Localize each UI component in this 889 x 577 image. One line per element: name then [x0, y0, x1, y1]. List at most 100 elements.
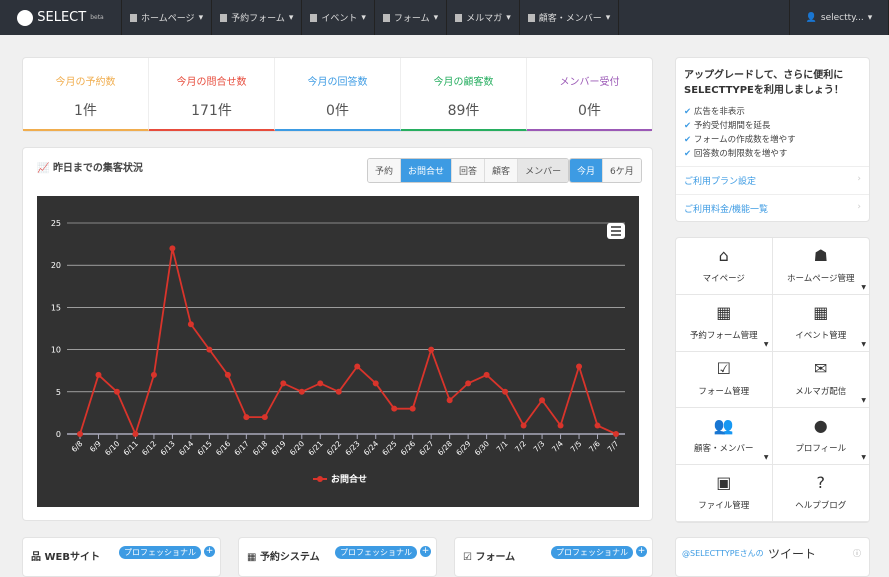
- comment-icon: [310, 13, 318, 22]
- x-tick-label: 6/17: [232, 439, 250, 457]
- add-icon[interactable]: +: [636, 546, 647, 557]
- add-icon[interactable]: +: [420, 546, 431, 557]
- upgrade-benefit: ✔ フォームの作成数を増やす: [684, 135, 796, 145]
- upgrade-benefit: ✔ 予約受付期間を延長: [684, 121, 771, 131]
- pricing-link[interactable]: ご利用料金/機能一覧 ›: [676, 194, 869, 222]
- y-tick-label: 0: [56, 430, 61, 439]
- nav-event[interactable]: イベント ▾: [302, 0, 375, 35]
- info-icon[interactable]: ⓘ: [853, 549, 861, 558]
- nav-mailmag[interactable]: メルマガ ▾: [447, 0, 520, 35]
- caret-down-icon: ▼: [763, 454, 769, 462]
- y-tick-label: 10: [51, 346, 61, 355]
- check-icon: ✔: [684, 107, 692, 117]
- menu-item[interactable]: ⌂ マイページ: [676, 238, 773, 295]
- series-line: [79, 248, 617, 437]
- type-button[interactable]: 顧客: [485, 159, 519, 182]
- data-point: [391, 405, 398, 412]
- plan-badge: プロフェッショナル: [119, 546, 201, 559]
- x-tick-label: 6/29: [454, 439, 472, 457]
- period-button[interactable]: 今月: [570, 159, 604, 182]
- data-point: [594, 422, 601, 429]
- menu-item[interactable]: ▦ 予約フォーム管理 ▼: [676, 294, 773, 352]
- data-point: [613, 431, 619, 437]
- menu-item[interactable]: ▣ ファイル管理: [676, 465, 773, 522]
- data-point: [243, 414, 250, 421]
- plan-badge: プロフェッショナル: [335, 546, 417, 559]
- menu-item[interactable]: ☑ フォーム管理: [676, 351, 773, 409]
- y-tick-label: 15: [51, 303, 61, 312]
- stat-card[interactable]: メンバー受付 0件: [527, 58, 652, 131]
- question-icon: ?: [816, 473, 826, 493]
- home-icon: ⌂: [718, 245, 729, 265]
- stat-label: 今月の回答数: [307, 77, 368, 88]
- x-tick-label: 7/2: [513, 439, 528, 454]
- check-square-icon: ☑: [463, 552, 472, 563]
- chart-panel: 📈 昨日までの集客状況 予約 お問合せ 回答 顧客 メンバー 今月 6ケ月 0 5 10 15 2…: [22, 147, 653, 521]
- tweet-title: ツイート: [768, 547, 817, 561]
- x-tick-label: 6/8: [70, 439, 85, 454]
- x-tick-label: 6/12: [140, 439, 158, 457]
- type-button[interactable]: お問合せ: [401, 159, 453, 182]
- data-point: [113, 388, 120, 395]
- plan-settings-link[interactable]: ご利用プラン設定 ›: [676, 166, 869, 194]
- x-tick-label: 6/27: [417, 439, 435, 457]
- envelope-icon: ✉: [814, 359, 828, 379]
- menu-item[interactable]: ? ヘルプブログ: [772, 465, 869, 522]
- data-point: [576, 363, 583, 370]
- data-point: [317, 380, 324, 387]
- x-tick-label: 6/9: [88, 439, 103, 454]
- data-point: [169, 245, 176, 252]
- menu-item[interactable]: ● プロフィール ▼: [772, 408, 869, 466]
- y-tick-label: 5: [56, 388, 61, 397]
- x-tick-label: 6/23: [343, 439, 361, 457]
- stat-card[interactable]: 今月の顧客数 89件: [401, 58, 527, 131]
- upgrade-panel: アップグレードして、さらに便利にSELECTTYPEを利用しましょう！ ✔ 広告…: [675, 57, 870, 222]
- data-point: [539, 397, 546, 404]
- type-button[interactable]: 回答: [452, 159, 486, 182]
- data-point: [372, 380, 379, 387]
- chevron-right-icon: ›: [857, 174, 861, 184]
- top-navbar: SELECT beta ホームページ ▾ 予約フォーム ▾ イベント ▾ フォーム ▾ メ…: [0, 0, 889, 35]
- data-point: [280, 380, 287, 387]
- data-point: [446, 397, 453, 404]
- tweet-handle[interactable]: @SELECTTYPEさんの: [682, 549, 764, 558]
- form-icon: [382, 13, 390, 22]
- data-point: [354, 363, 361, 370]
- type-button[interactable]: 予約: [368, 159, 402, 182]
- data-point: [77, 431, 83, 437]
- x-tick-label: 7/3: [532, 439, 547, 454]
- menu-item[interactable]: ☗ ホームページ管理 ▼: [772, 238, 869, 295]
- stat-card[interactable]: 今月の問合せ数 171件: [149, 58, 275, 131]
- stat-card[interactable]: 今月の予約数 1件: [23, 58, 149, 131]
- menu-item[interactable]: ▦ イベント管理 ▼: [772, 295, 869, 352]
- user-menu[interactable]: 👤 selectty... ▾: [789, 0, 889, 35]
- nav-customers[interactable]: 顧客・メンバー ▾: [520, 0, 620, 35]
- image-file-icon: ▣: [716, 473, 732, 493]
- nav-form[interactable]: フォーム ▾: [375, 0, 448, 35]
- nav-reservation[interactable]: 予約フォーム ▾: [212, 0, 303, 35]
- stats-row: 今月の予約数 1件 今月の問合せ数 171件 今月の回答数 0件 今月の顧客数 89件 メンバー…: [22, 57, 653, 132]
- data-point: [132, 431, 139, 437]
- add-icon[interactable]: +: [204, 546, 215, 557]
- data-point: [465, 380, 472, 387]
- book-icon: [527, 13, 535, 22]
- type-button[interactable]: メンバー: [518, 159, 569, 182]
- chart-title: 📈 昨日までの集客状況: [37, 163, 143, 174]
- nav-homepage[interactable]: ホームページ ▾: [122, 0, 213, 35]
- period-button[interactable]: 6ケ月: [603, 159, 641, 182]
- user-icon: ●: [813, 416, 828, 436]
- y-tick-label: 20: [51, 261, 61, 270]
- logo[interactable]: SELECT beta: [0, 0, 122, 35]
- upgrade-benefit: ✔ 回答数の制限数を増やす: [684, 149, 788, 159]
- menu-item[interactable]: 👥 顧客・メンバー ▼: [676, 408, 773, 466]
- data-point: [95, 371, 102, 378]
- y-tick-label: 25: [51, 219, 61, 228]
- sitemap-icon: ☗: [813, 245, 828, 265]
- calendar-icon: ▦: [813, 302, 829, 322]
- stat-value: 171件: [191, 103, 232, 119]
- stat-label: 今月の問合せ数: [176, 77, 247, 88]
- period-button-group: 今月 6ケ月: [569, 158, 642, 183]
- stat-value: 89件: [447, 103, 480, 119]
- stat-card[interactable]: 今月の回答数 0件: [275, 58, 401, 131]
- menu-item[interactable]: ✉ メルマガ配信 ▼: [772, 352, 869, 409]
